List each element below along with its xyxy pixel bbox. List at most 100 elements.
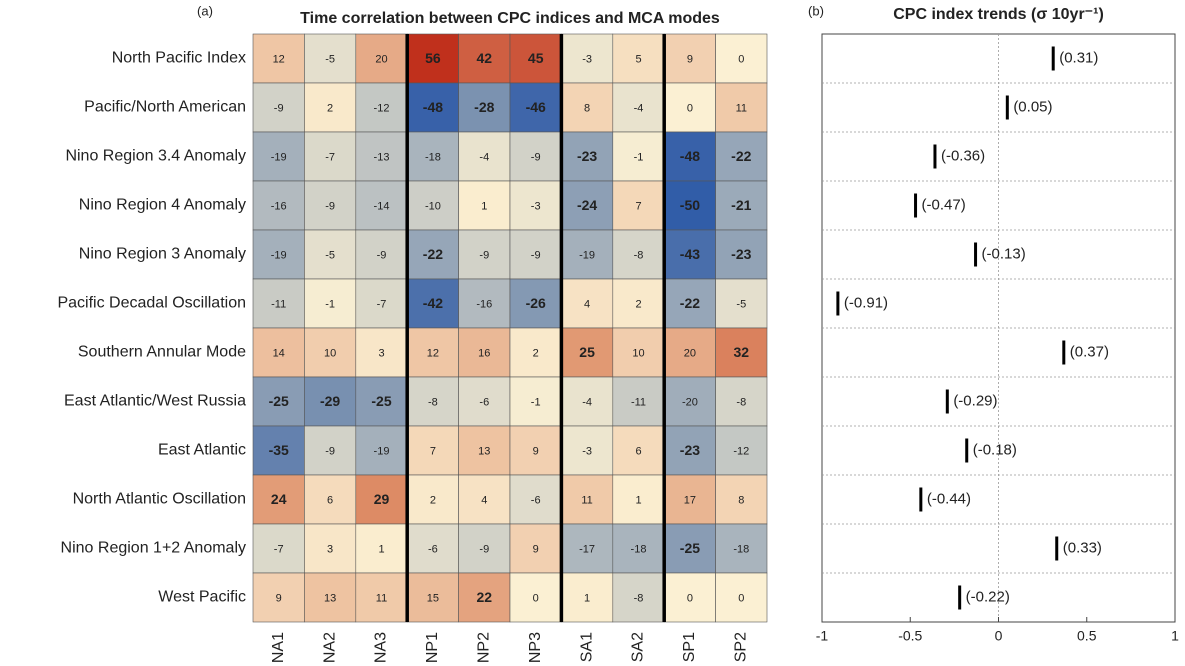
- cell-label: -18: [733, 543, 749, 555]
- heatmap-cell: [509, 376, 562, 427]
- column-label: NP1: [424, 632, 441, 663]
- cell-label: -9: [377, 249, 387, 261]
- heatmap-cell: [355, 278, 408, 329]
- cell-label: -5: [325, 53, 335, 65]
- heatmap-cell: [252, 327, 305, 378]
- cell-label: 25: [579, 344, 595, 360]
- heatmap-cell: [406, 327, 459, 378]
- cell-label: 45: [528, 50, 544, 66]
- heatmap-cell: [458, 180, 511, 231]
- heatmap-cell: [304, 425, 357, 476]
- cell-label: 17: [684, 494, 696, 506]
- heatmap-cell: [252, 131, 305, 182]
- heatmap-cell: [355, 229, 408, 280]
- heatmap-cell: [304, 376, 357, 427]
- heatmap-cell: [663, 278, 716, 329]
- heatmap-cell: [304, 572, 357, 623]
- value-label: (-0.91): [844, 294, 888, 311]
- heatmap-cell: [406, 376, 459, 427]
- row-label: Southern Annular Mode: [78, 344, 246, 361]
- value-label: (-0.22): [966, 588, 1010, 605]
- cell-label: 0: [738, 53, 744, 65]
- cell-label: -3: [582, 53, 592, 65]
- cell-label: -5: [736, 298, 746, 310]
- heatmap-cell: [715, 229, 768, 280]
- heatmap-cell: [663, 572, 716, 623]
- cell-label: -35: [269, 442, 289, 458]
- column-label: SA1: [578, 632, 595, 662]
- cell-label: -11: [631, 396, 646, 408]
- cell-label: 2: [635, 298, 641, 310]
- cell-label: 32: [734, 344, 750, 360]
- heatmap-cell: [458, 572, 511, 623]
- cell-label: 22: [477, 589, 493, 605]
- cell-label: -9: [479, 543, 489, 555]
- heatmap-cell: [355, 425, 408, 476]
- row-label: Nino Region 1+2 Anomaly: [61, 540, 246, 557]
- cell-label: 8: [738, 494, 744, 506]
- heatmap-cell: [509, 327, 562, 378]
- heatmap-cell: [355, 131, 408, 182]
- cell-label: 4: [584, 298, 590, 310]
- heatmap-cell: [715, 572, 768, 623]
- cell-label: -13: [374, 151, 390, 163]
- cell-label: -29: [320, 393, 340, 409]
- cell-label: -23: [577, 148, 597, 164]
- row-label: West Pacific: [158, 589, 246, 606]
- heatmap-cell: [304, 131, 357, 182]
- cell-label: -21: [731, 197, 751, 213]
- cell-label: -10: [425, 200, 441, 212]
- heatmap-cell: [509, 82, 562, 133]
- heatmap-cell: [715, 82, 768, 133]
- heatmap-cell: [406, 523, 459, 574]
- panel-label: (b): [808, 3, 824, 18]
- x-tick-label: -1: [816, 628, 829, 644]
- value-label: (0.33): [1063, 539, 1102, 556]
- cell-label: 7: [430, 445, 436, 457]
- cell-label: 6: [635, 445, 641, 457]
- heatmap-cell: [458, 523, 511, 574]
- cell-label: 24: [271, 491, 287, 507]
- cell-label: -50: [680, 197, 700, 213]
- heatmap-cell: [612, 180, 665, 231]
- heatmap-cell: [304, 523, 357, 574]
- heatmap-cell: [458, 376, 511, 427]
- cell-label: 11: [736, 102, 747, 114]
- cell-label: 12: [427, 347, 439, 359]
- heatmap-cell: [509, 474, 562, 525]
- heatmap-cell: [304, 229, 357, 280]
- heatmap-cell: [458, 278, 511, 329]
- cell-label: 11: [581, 494, 592, 506]
- cell-label: 2: [430, 494, 436, 506]
- value-label: (-0.29): [953, 392, 997, 409]
- heatmap-cell: [252, 572, 305, 623]
- heatmap-cell: [304, 474, 357, 525]
- heatmap-cell: [663, 180, 716, 231]
- heatmap-cell: [612, 327, 665, 378]
- cell-label: -7: [377, 298, 387, 310]
- cell-label: -24: [577, 197, 597, 213]
- cell-label: 9: [533, 445, 539, 457]
- row-label: Nino Region 3.4 Anomaly: [65, 148, 246, 165]
- cell-label: 12: [273, 53, 285, 65]
- row-label: Nino Region 4 Anomaly: [79, 197, 246, 214]
- cell-label: -4: [634, 102, 644, 114]
- heatmap-cell: [355, 523, 408, 574]
- row-label: East Atlantic/West Russia: [64, 393, 246, 410]
- cell-label: -14: [374, 200, 390, 212]
- column-label: NP2: [476, 632, 493, 663]
- heatmap-cell: [458, 425, 511, 476]
- cell-label: -11: [271, 298, 286, 310]
- cell-label: -25: [269, 393, 289, 409]
- cell-label: -22: [731, 148, 751, 164]
- heatmap-cell: [663, 327, 716, 378]
- heatmap-cell: [561, 572, 614, 623]
- cell-label: 11: [376, 592, 387, 604]
- heatmap-cell: [509, 229, 562, 280]
- cell-label: -6: [531, 494, 541, 506]
- cell-label: -1: [531, 396, 541, 408]
- cell-label: -7: [325, 151, 335, 163]
- cell-label: -8: [736, 396, 746, 408]
- cell-label: -8: [428, 396, 438, 408]
- heatmap-cell: [715, 33, 768, 84]
